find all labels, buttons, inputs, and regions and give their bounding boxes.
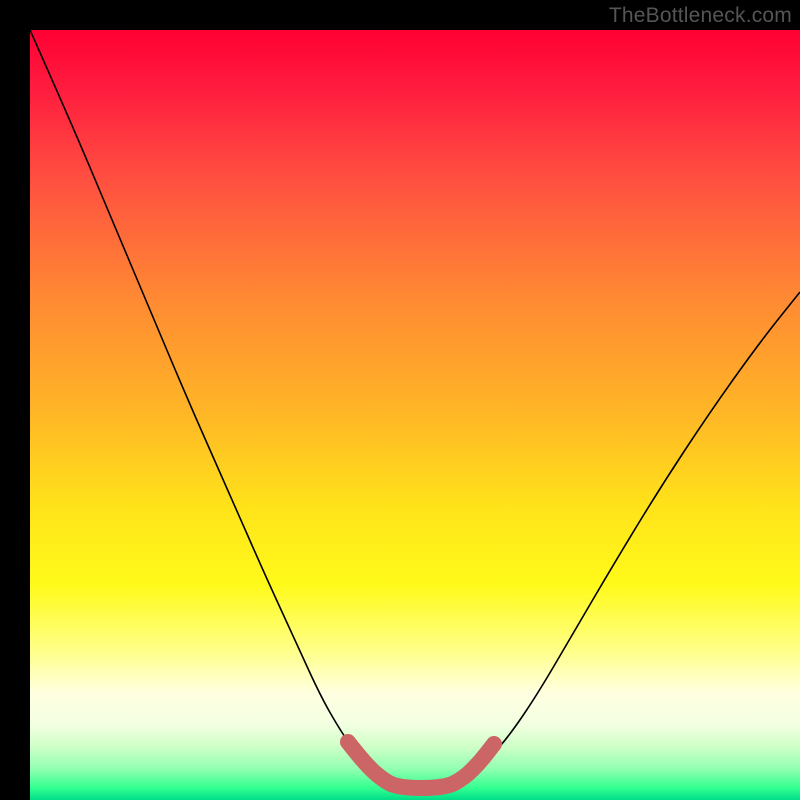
gradient-background bbox=[30, 30, 800, 800]
watermark-label: TheBottleneck.com bbox=[609, 4, 792, 28]
bottleneck-chart bbox=[0, 0, 800, 800]
